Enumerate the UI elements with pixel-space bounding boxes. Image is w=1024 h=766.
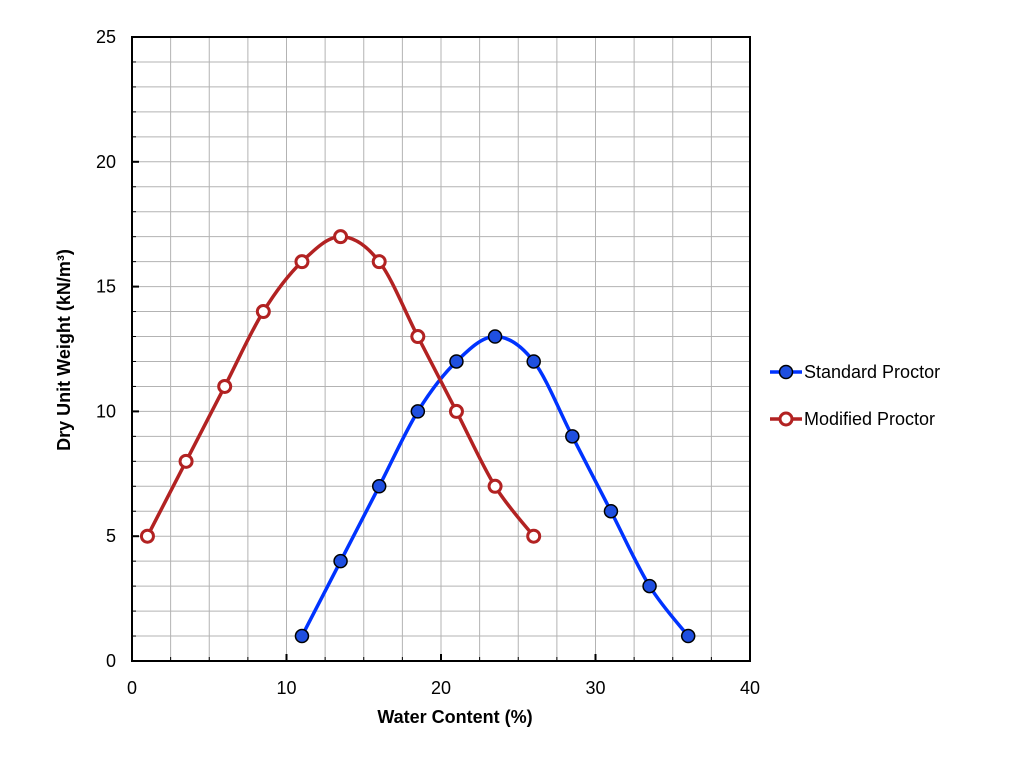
x-axis-title: Water Content (%) (377, 707, 532, 727)
x-tick-label: 20 (431, 678, 451, 698)
modified-proctor-point (178, 453, 194, 469)
standard-proctor-point (410, 404, 426, 419)
standard-proctor-point (487, 329, 503, 344)
y-tick-label: 5 (106, 526, 116, 546)
standard-proctor-point (371, 479, 387, 494)
x-tick-label: 10 (276, 678, 296, 698)
standard-proctor-point (680, 628, 696, 644)
x-tick-label: 30 (585, 678, 605, 698)
series-layer (139, 229, 696, 644)
legend: Standard Proctor Modified Proctor (770, 362, 940, 429)
modified-proctor-point (371, 254, 387, 270)
y-tick-label: 10 (96, 401, 116, 421)
standard-proctor-point (294, 628, 310, 644)
standard-proctor-legend-marker (778, 364, 794, 380)
standard-proctor-point (449, 354, 464, 369)
y-tick-label: 15 (96, 277, 116, 297)
modified-proctor-point (410, 329, 426, 345)
modified-proctor-point (333, 229, 349, 245)
y-tick-label: 20 (96, 152, 116, 172)
modified-proctor-point (526, 528, 542, 544)
x-tick-label: 0 (127, 678, 137, 698)
modified-proctor-legend-marker (778, 411, 794, 427)
x-tick-label: 40 (740, 678, 760, 698)
modified-proctor-point (139, 528, 155, 544)
y-tick-label: 25 (96, 27, 116, 47)
modified-proctor-point (255, 304, 271, 320)
standard-proctor-point (565, 429, 580, 444)
modified-proctor-point (217, 378, 233, 394)
modified-proctor-point (487, 478, 503, 494)
modified-proctor-point (294, 254, 310, 270)
standard-proctor-point (333, 553, 348, 569)
grid-layer (132, 37, 750, 661)
y-tick-label: 0 (106, 651, 116, 671)
standard-proctor-point (642, 578, 657, 594)
y-axis-title: Dry Unit Weight (kN/m³) (54, 249, 74, 451)
standard-proctor-point (526, 354, 541, 369)
axes-layer: 0 10 20 30 40 0 5 10 15 20 25 (96, 27, 760, 698)
standard-proctor-point (603, 503, 619, 519)
modified-proctor-legend-label: Modified Proctor (804, 409, 935, 429)
standard-proctor-legend-label: Standard Proctor (804, 362, 940, 382)
modified-proctor-point (448, 403, 464, 419)
